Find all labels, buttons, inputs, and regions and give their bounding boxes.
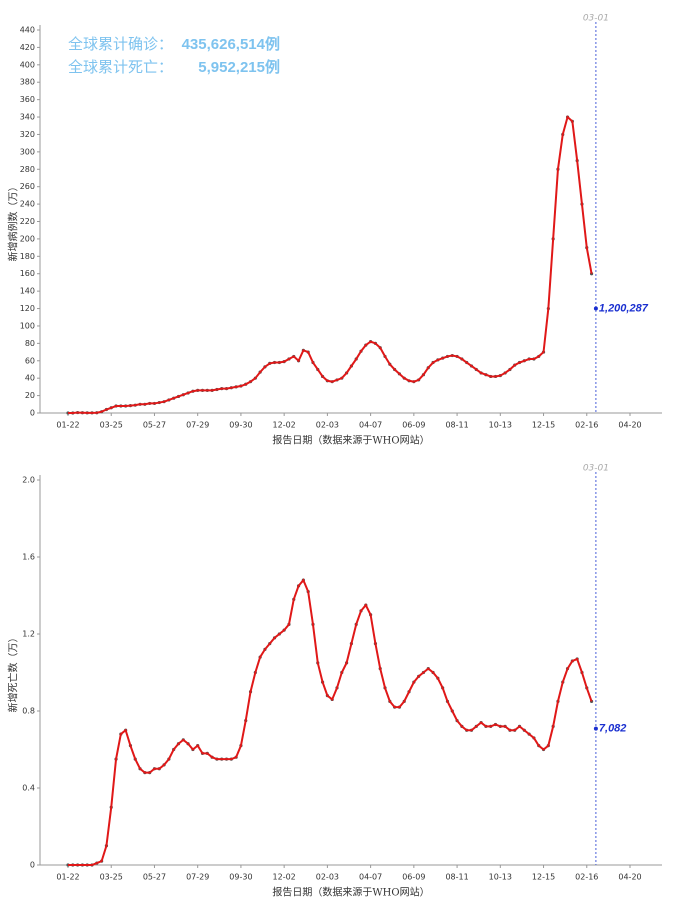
y-tick-label: 260	[20, 182, 35, 191]
latest-label: 7,082	[599, 723, 627, 735]
x-tick-label: 05-27	[143, 873, 166, 882]
x-tick-label: 01-22	[56, 421, 79, 430]
x-tick-label: 12-02	[273, 873, 296, 882]
y-axis-label: 新增死亡数（万）	[7, 633, 20, 713]
date-marker-label: 03-01	[583, 14, 609, 24]
y-tick-label: 80	[25, 339, 35, 348]
x-tick-label: 02-16	[575, 873, 598, 882]
x-tick-label: 07-29	[186, 421, 209, 430]
y-tick-label: 420	[20, 43, 35, 52]
y-tick-label: 320	[20, 130, 35, 139]
y-tick-label: 1.6	[22, 553, 35, 562]
x-tick-label: 02-03	[316, 873, 339, 882]
x-tick-label: 12-15	[532, 421, 555, 430]
x-tick-label: 12-15	[532, 873, 555, 882]
y-tick-label: 140	[20, 287, 35, 296]
x-tick-label: 08-11	[445, 873, 468, 882]
x-tick-label: 03-25	[100, 873, 123, 882]
x-tick-label: 04-20	[618, 421, 641, 430]
y-tick-label: 280	[20, 165, 35, 174]
y-tick-label: 200	[20, 234, 35, 243]
summary-label: 全球累计确诊：	[68, 35, 173, 53]
x-tick-label: 06-09	[402, 873, 425, 882]
y-tick-label: 40	[25, 374, 35, 383]
y-tick-label: 400	[20, 60, 35, 69]
y-tick-label: 120	[20, 304, 35, 313]
y-tick-label: 0.8	[22, 707, 35, 716]
x-axis-label: 报告日期（数据来源于WHO网站）	[272, 886, 429, 899]
summary-label: 全球累计死亡：	[68, 58, 173, 76]
y-axis-label: 新增病例数（万）	[7, 182, 20, 262]
x-tick-label: 07-29	[186, 873, 209, 882]
latest-point	[593, 306, 598, 311]
y-tick-label: 1.2	[22, 630, 35, 639]
y-tick-label: 380	[20, 78, 35, 87]
x-tick-label: 10-13	[489, 421, 512, 430]
y-tick-label: 0	[30, 861, 35, 870]
x-tick-label: 05-27	[143, 421, 166, 430]
trend-line	[68, 115, 593, 414]
latest-point	[593, 726, 598, 731]
x-tick-label: 12-02	[273, 421, 296, 430]
x-tick-label: 03-25	[100, 421, 123, 430]
y-tick-label: 220	[20, 217, 35, 226]
date-marker-label: 03-01	[583, 464, 609, 474]
y-tick-label: 340	[20, 113, 35, 122]
x-tick-label: 09-30	[229, 421, 252, 430]
y-tick-label: 240	[20, 200, 35, 209]
y-tick-label: 160	[20, 269, 35, 278]
x-tick-label: 10-13	[489, 873, 512, 882]
y-tick-label: 180	[20, 252, 35, 261]
y-tick-label: 0	[30, 409, 35, 418]
x-tick-label: 06-09	[402, 421, 425, 430]
x-tick-label: 02-16	[575, 421, 598, 430]
x-axis-label: 报告日期（数据来源于WHO网站）	[272, 434, 429, 447]
latest-label: 1,200,287	[599, 302, 649, 314]
trend-line	[68, 578, 593, 866]
summary-value: 435,626,514例	[182, 35, 280, 53]
summary-value: 5,952,215例	[198, 58, 280, 76]
x-tick-label: 01-22	[56, 873, 79, 882]
y-tick-label: 300	[20, 147, 35, 156]
y-tick-label: 360	[20, 95, 35, 104]
y-tick-label: 60	[25, 356, 35, 365]
y-tick-label: 2.0	[22, 476, 35, 485]
x-tick-label: 04-20	[618, 873, 641, 882]
y-tick-label: 440	[20, 26, 35, 35]
x-tick-label: 02-03	[316, 421, 339, 430]
y-tick-label: 100	[20, 321, 35, 330]
x-tick-label: 04-07	[359, 421, 382, 430]
x-tick-label: 08-11	[445, 421, 468, 430]
x-tick-label: 09-30	[229, 873, 252, 882]
x-tick-label: 04-07	[359, 873, 382, 882]
y-tick-label: 0.4	[22, 784, 35, 793]
y-tick-label: 20	[25, 391, 35, 400]
